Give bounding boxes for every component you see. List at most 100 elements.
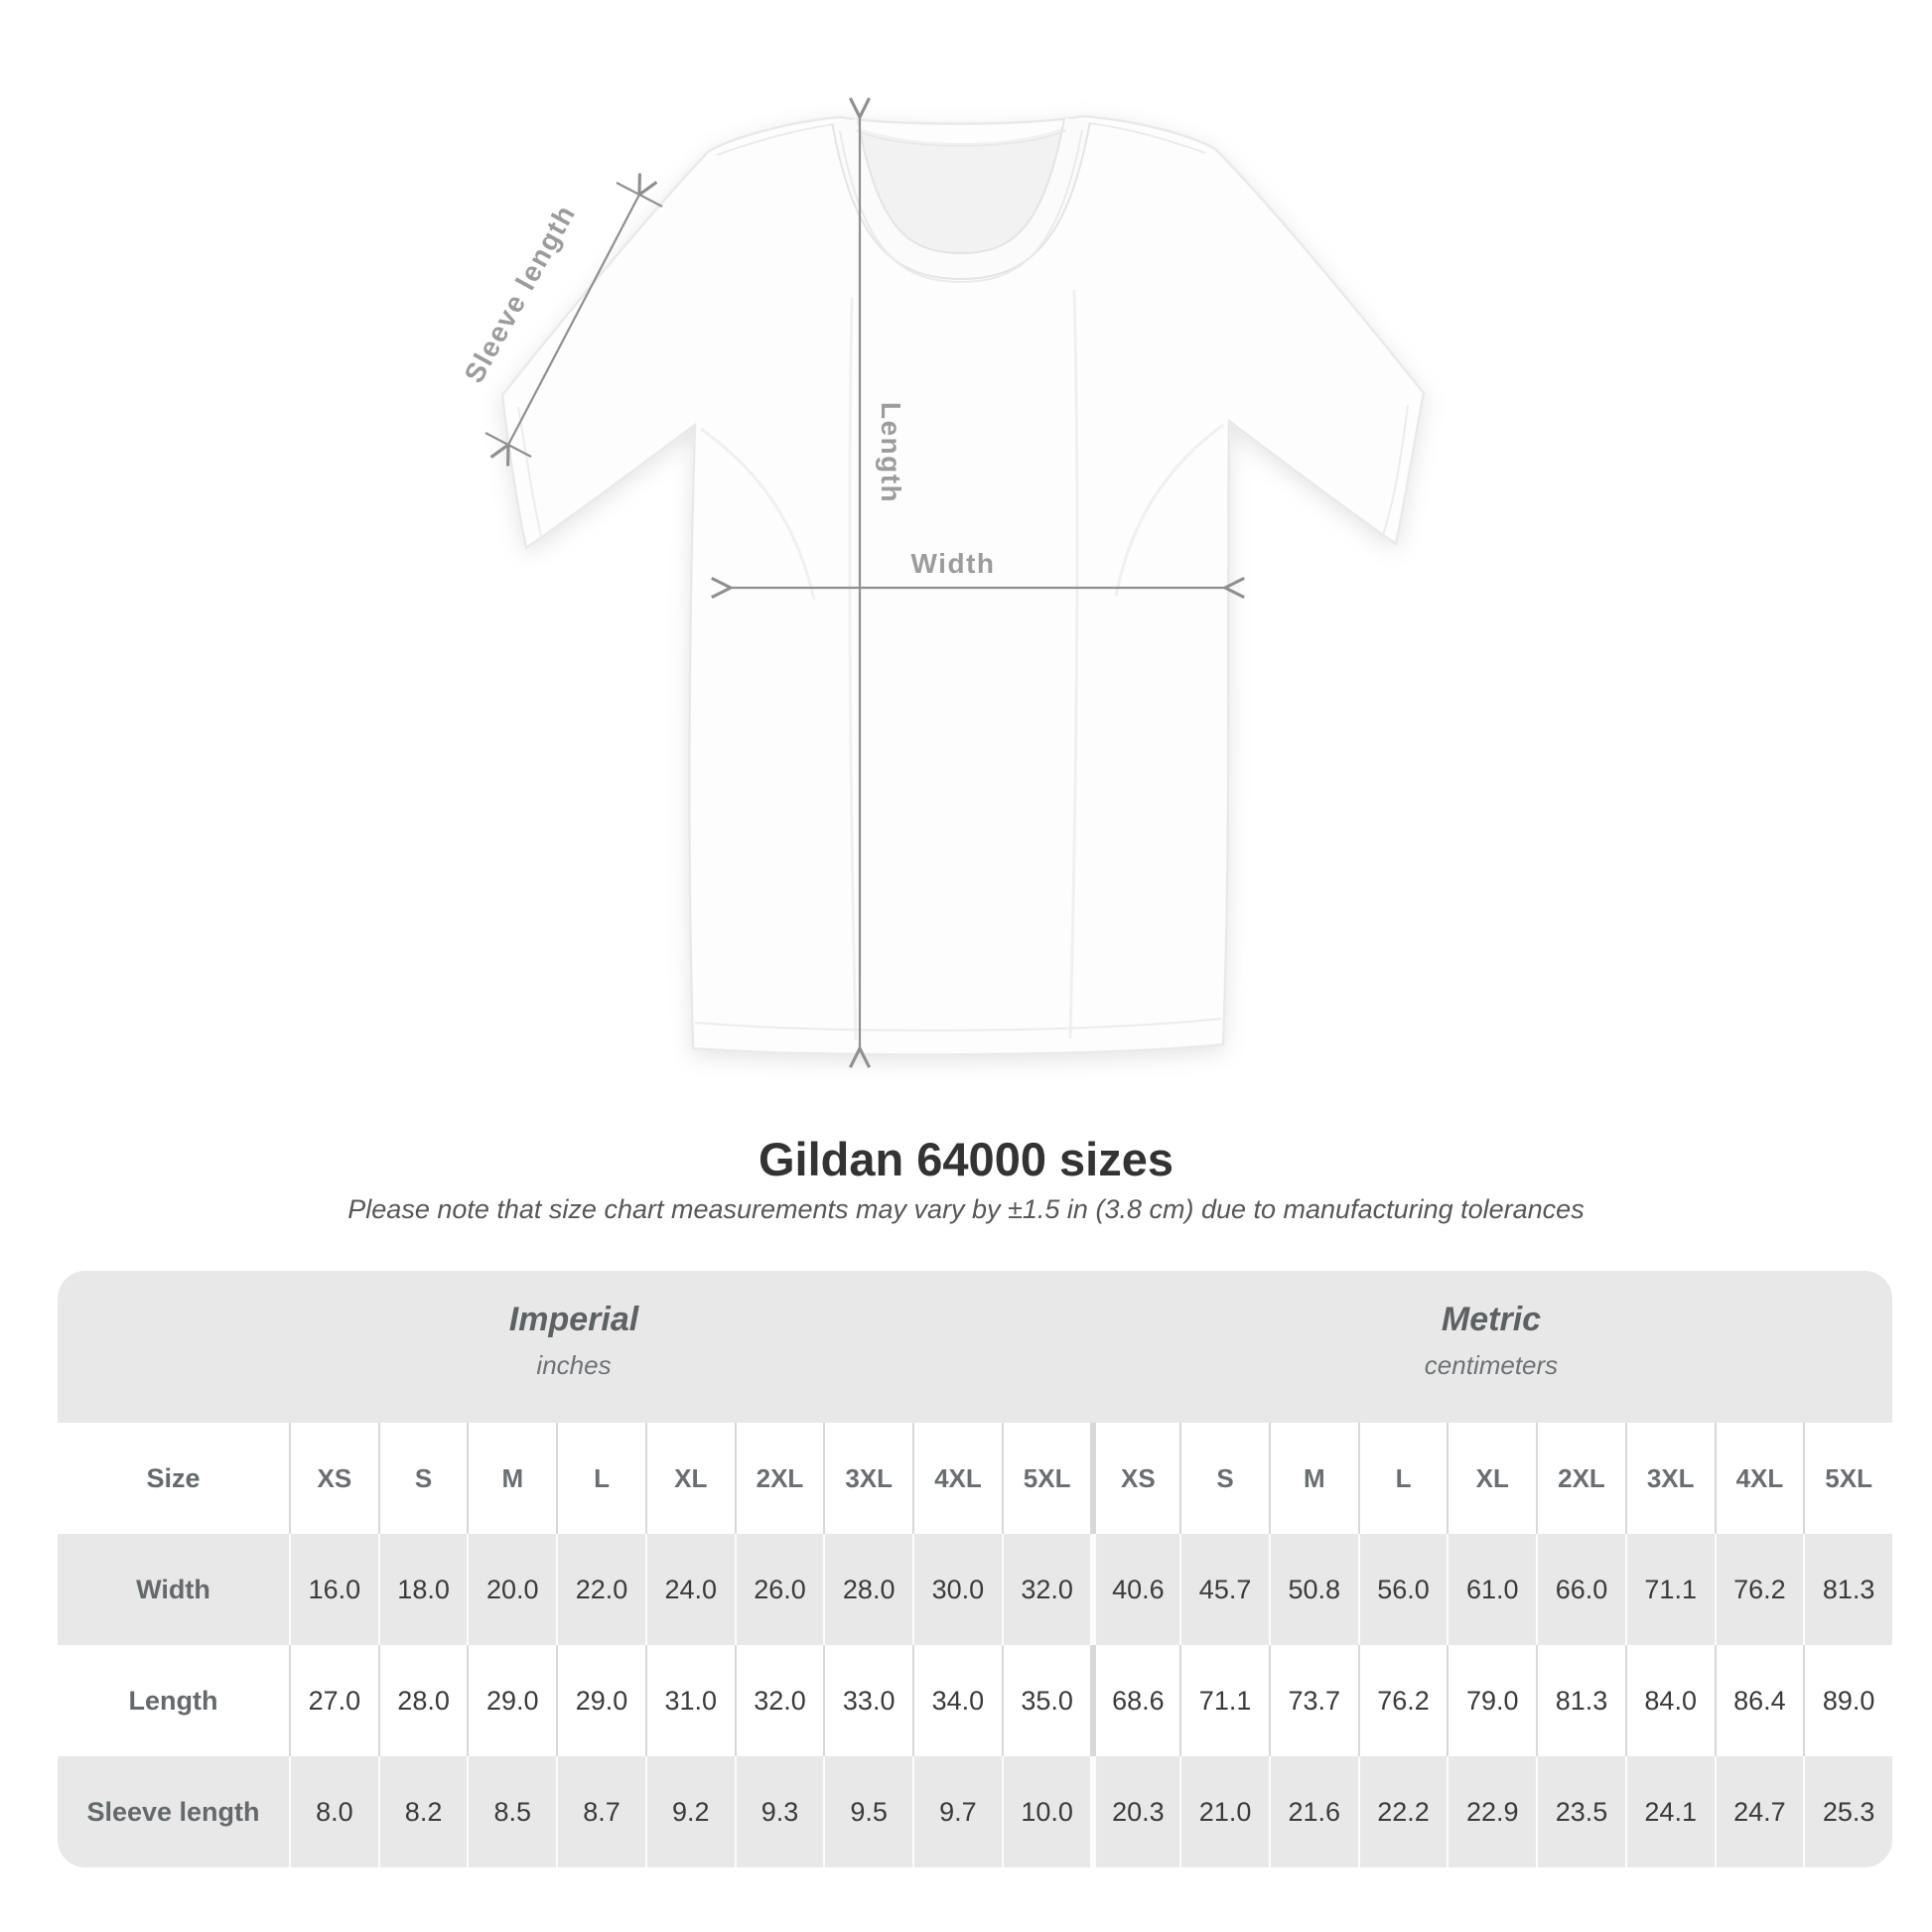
value-cell: 50.8 bbox=[1268, 1534, 1358, 1645]
value-cell: 25.3 bbox=[1803, 1756, 1892, 1867]
value-cell: 20.0 bbox=[467, 1534, 556, 1645]
size-cell: XS bbox=[289, 1423, 378, 1534]
metric-group-unit: centimeters bbox=[1424, 1349, 1559, 1380]
value-cell: 81.3 bbox=[1803, 1534, 1892, 1645]
value-cell: 9.5 bbox=[823, 1756, 912, 1867]
value-cell: 40.6 bbox=[1090, 1534, 1179, 1645]
value-cell: 56.0 bbox=[1357, 1534, 1448, 1645]
value-cell: 24.0 bbox=[644, 1534, 735, 1645]
value-cell: 28.0 bbox=[377, 1645, 468, 1756]
tshirt-silhouette bbox=[500, 114, 1426, 1056]
value-cell: 21.0 bbox=[1179, 1756, 1269, 1867]
size-cell: M bbox=[1268, 1423, 1358, 1534]
size-cell: 3XL bbox=[823, 1423, 912, 1534]
tshirt-graphic bbox=[484, 97, 1426, 1068]
tshirt-stitching bbox=[517, 121, 1409, 1032]
value-cell: 27.0 bbox=[289, 1645, 378, 1756]
size-cell: XL bbox=[1447, 1423, 1536, 1534]
value-cell: 8.2 bbox=[377, 1756, 468, 1867]
size-cell: 4XL bbox=[1714, 1423, 1804, 1534]
value-cell: 76.2 bbox=[1357, 1645, 1448, 1756]
value-cell: 32.0 bbox=[1001, 1534, 1091, 1645]
metric-group-header: Metric centimeters bbox=[1090, 1271, 1892, 1423]
sleeve-dimension-line bbox=[489, 173, 658, 467]
value-cell: 79.0 bbox=[1447, 1645, 1536, 1756]
value-cell: 8.0 bbox=[289, 1756, 378, 1867]
value-cell: 24.1 bbox=[1624, 1756, 1715, 1867]
value-cell: 23.5 bbox=[1536, 1756, 1625, 1867]
size-cell: 3XL bbox=[1624, 1423, 1715, 1534]
value-cell: 10.0 bbox=[1001, 1756, 1091, 1867]
row-label: Length bbox=[128, 1685, 218, 1716]
value-cell: 22.2 bbox=[1357, 1756, 1448, 1867]
value-cell: 35.0 bbox=[1001, 1645, 1091, 1756]
size-header-row: Size XS S M L XL 2XL 3XL 4XL 5XL XS S M L XL 2XL 3XL 4XL 5… bbox=[58, 1423, 1892, 1534]
table-row: Width 16.0 18.0 20.0 22.0 24.0 26.0 28.0 30.0 32.… bbox=[58, 1534, 1892, 1645]
page-subtitle: Please note that size chart measurements… bbox=[347, 1194, 1585, 1224]
imperial-group-label: Imperial bbox=[508, 1300, 639, 1338]
value-cell: 34.0 bbox=[912, 1645, 1002, 1756]
value-cell: 71.1 bbox=[1624, 1534, 1715, 1645]
page-title: Gildan 64000 sizes bbox=[758, 1133, 1174, 1185]
value-cell: 89.0 bbox=[1803, 1645, 1892, 1756]
value-cell: 66.0 bbox=[1536, 1534, 1625, 1645]
size-cell: XL bbox=[644, 1423, 735, 1534]
value-cell: 24.7 bbox=[1714, 1756, 1804, 1867]
value-cell: 21.6 bbox=[1268, 1756, 1358, 1867]
size-cell: 2XL bbox=[734, 1423, 824, 1534]
value-cell: 9.2 bbox=[644, 1756, 735, 1867]
value-cell: 32.0 bbox=[734, 1645, 824, 1756]
value-cell: 20.3 bbox=[1090, 1756, 1179, 1867]
value-cell: 45.7 bbox=[1179, 1534, 1269, 1645]
unit-group-header: Imperial inches Metric centimeters bbox=[58, 1271, 1892, 1423]
value-cell: 22.9 bbox=[1447, 1756, 1536, 1867]
value-cell: 29.0 bbox=[556, 1645, 645, 1756]
value-cell: 18.0 bbox=[377, 1534, 468, 1645]
tshirt-size-diagram: Sleeve length Length Width bbox=[459, 97, 1426, 1068]
imperial-group-header: Imperial inches bbox=[58, 1271, 1090, 1423]
value-cell: 76.2 bbox=[1714, 1534, 1804, 1645]
length-annotation: Length bbox=[876, 401, 906, 504]
size-cell: S bbox=[377, 1423, 468, 1534]
value-cell: 8.5 bbox=[467, 1756, 556, 1867]
value-cell: 73.7 bbox=[1268, 1645, 1358, 1756]
value-cell: 30.0 bbox=[912, 1534, 1002, 1645]
size-table-rows: Size XS S M L XL 2XL 3XL 4XL 5XL XS S M L XL 2XL 3XL 4XL 5… bbox=[58, 1423, 1892, 1867]
size-cell: L bbox=[556, 1423, 645, 1534]
size-cell: L bbox=[1357, 1423, 1448, 1534]
width-annotation: Width bbox=[910, 548, 996, 579]
size-cell: 5XL bbox=[1001, 1423, 1091, 1534]
size-cell: XS bbox=[1090, 1423, 1179, 1534]
value-cell: 33.0 bbox=[823, 1645, 912, 1756]
size-cell: 4XL bbox=[912, 1423, 1002, 1534]
size-cell: M bbox=[467, 1423, 556, 1534]
value-cell: 22.0 bbox=[556, 1534, 645, 1645]
size-cell: S bbox=[1179, 1423, 1269, 1534]
value-cell: 84.0 bbox=[1624, 1645, 1715, 1756]
value-cell: 9.3 bbox=[734, 1756, 824, 1867]
table-row: Sleeve length 8.0 8.2 8.5 8.7 9.2 9.3 9.5 9.7 10.… bbox=[58, 1756, 1892, 1867]
sleeve-dimension-tick bbox=[616, 182, 663, 207]
row-label: Sleeve length bbox=[86, 1796, 260, 1827]
value-cell: 8.7 bbox=[556, 1756, 645, 1867]
value-cell: 68.6 bbox=[1090, 1645, 1179, 1756]
row-label: Width bbox=[136, 1574, 210, 1604]
value-cell: 86.4 bbox=[1714, 1645, 1804, 1756]
value-cell: 29.0 bbox=[467, 1645, 556, 1756]
table-row: Length 27.0 28.0 29.0 29.0 31.0 32.0 33.0 34.0 35… bbox=[58, 1645, 1892, 1756]
value-cell: 31.0 bbox=[644, 1645, 735, 1756]
metric-group-label: Metric bbox=[1441, 1300, 1542, 1338]
size-table: Imperial inches Metric centimeters Size X… bbox=[58, 1271, 1892, 1867]
imperial-group-unit: inches bbox=[536, 1349, 612, 1380]
value-cell: 26.0 bbox=[734, 1534, 824, 1645]
value-cell: 16.0 bbox=[289, 1534, 378, 1645]
value-cell: 9.7 bbox=[912, 1756, 1002, 1867]
value-cell: 28.0 bbox=[823, 1534, 912, 1645]
sleeve-dimension-tick bbox=[484, 432, 532, 458]
size-cell: 2XL bbox=[1536, 1423, 1625, 1534]
size-cell: 5XL bbox=[1803, 1423, 1892, 1534]
size-header-label: Size bbox=[146, 1462, 201, 1493]
value-cell: 61.0 bbox=[1447, 1534, 1536, 1645]
value-cell: 71.1 bbox=[1179, 1645, 1269, 1756]
value-cell: 81.3 bbox=[1536, 1645, 1625, 1756]
